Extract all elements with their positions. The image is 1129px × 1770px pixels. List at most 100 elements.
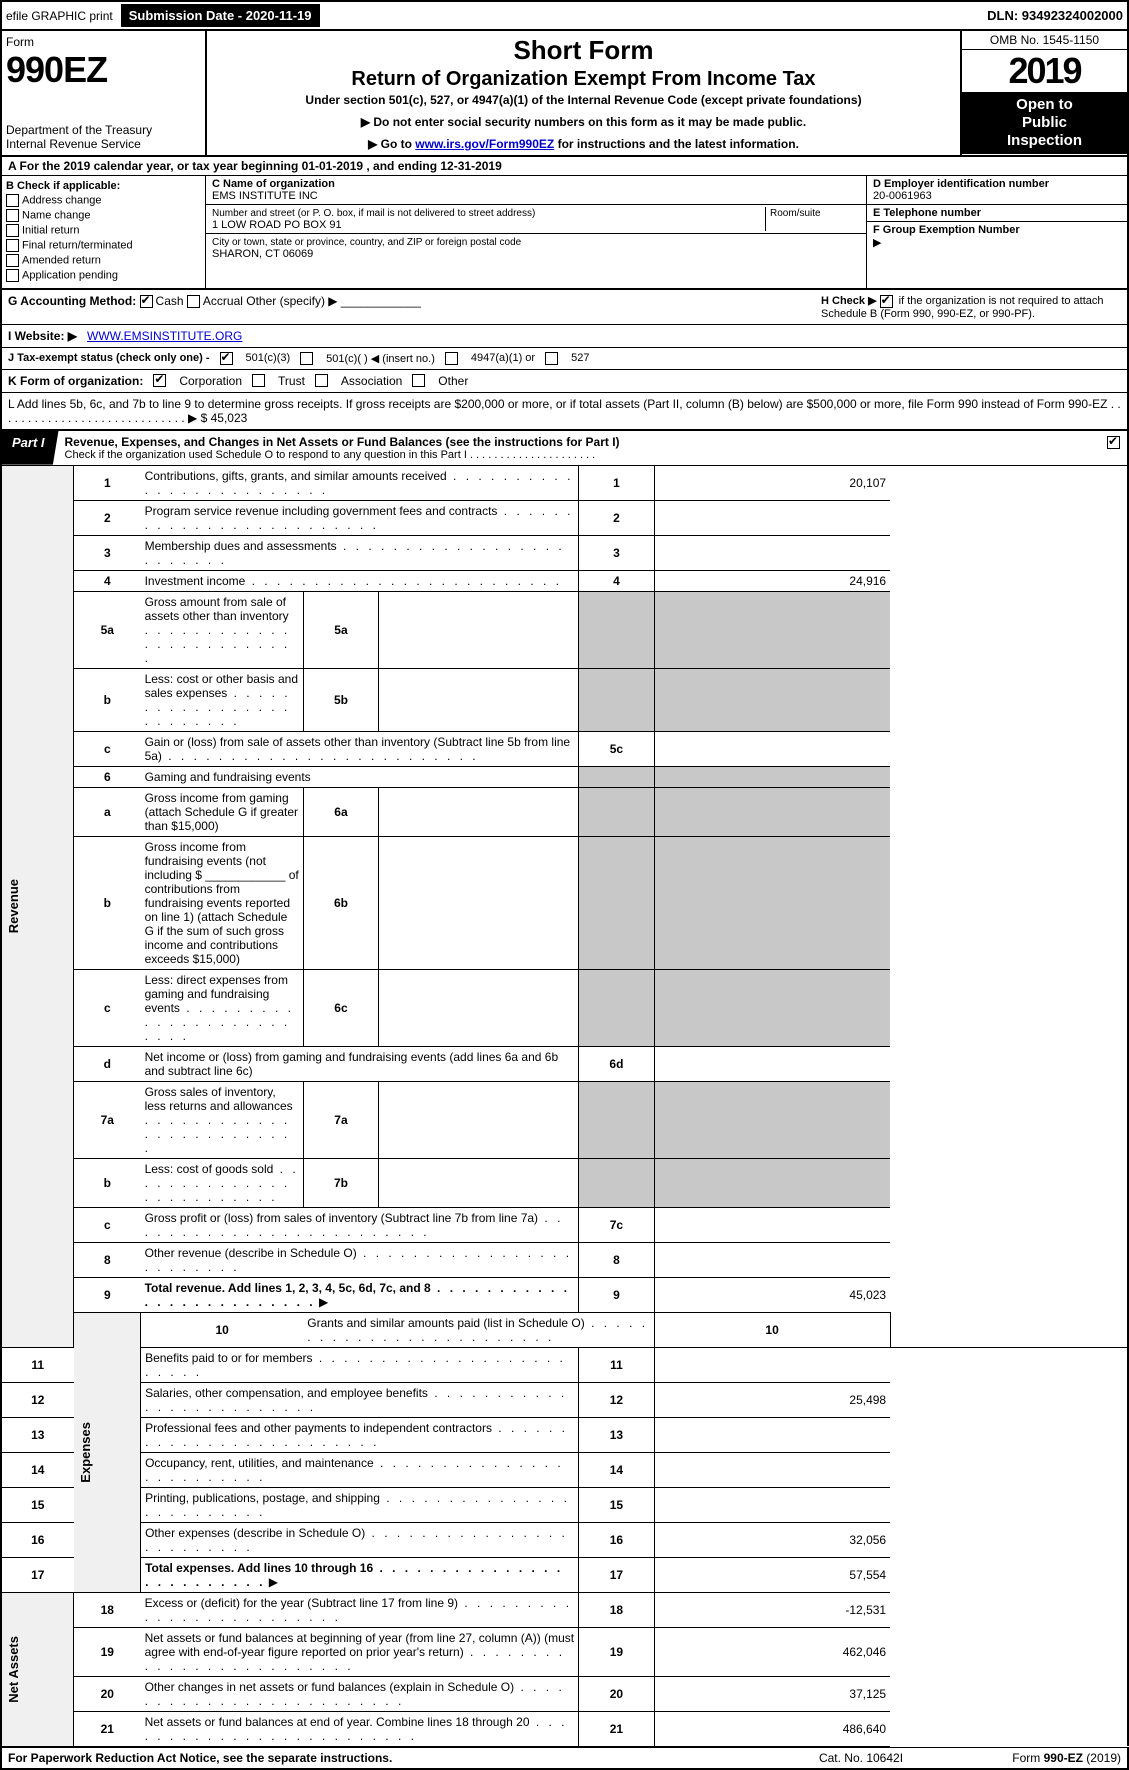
part1-chk bbox=[1103, 431, 1127, 465]
row-1: Revenue 1 Contributions, gifts, grants, … bbox=[1, 466, 1128, 501]
row-j: J Tax-exempt status (check only one) - 5… bbox=[0, 348, 1129, 370]
row-6: 6 Gaming and fundraising events bbox=[1, 766, 1128, 787]
room-label: Room/suite bbox=[770, 208, 821, 219]
chk-501c3[interactable] bbox=[220, 352, 233, 365]
netassets-label: Net Assets bbox=[6, 1636, 21, 1703]
i-label: I Website: ▶ bbox=[8, 329, 77, 343]
row-org-name: C Name of organization EMS INSTITUTE INC bbox=[206, 176, 866, 205]
dln-label: DLN: 93492324002000 bbox=[987, 8, 1123, 23]
f-label: F Group Exemption Number bbox=[873, 224, 1121, 236]
line-a: A For the 2019 calendar year, or tax yea… bbox=[0, 157, 1129, 176]
e-label: E Telephone number bbox=[873, 207, 1121, 219]
footer-left: For Paperwork Reduction Act Notice, see … bbox=[8, 1751, 781, 1765]
part1-tab: Part I bbox=[2, 431, 59, 465]
tax-year: 2019 bbox=[962, 50, 1127, 92]
row-17: 17 Total expenses. Add lines 10 through … bbox=[1, 1557, 1128, 1592]
omb-number: OMB No. 1545-1150 bbox=[962, 31, 1127, 50]
note-ssn: ▶ Do not enter social security numbers o… bbox=[213, 115, 954, 129]
row-21: 21 Net assets or fund balances at end of… bbox=[1, 1711, 1128, 1746]
row-6c: c Less: direct expenses from gaming and … bbox=[1, 969, 1128, 1046]
chk-cash[interactable] bbox=[140, 295, 153, 308]
row-15: 15 Printing, publications, postage, and … bbox=[1, 1487, 1128, 1522]
form-word: Form bbox=[6, 35, 201, 49]
header-left: Form 990EZ Department of the Treasury In… bbox=[2, 31, 207, 155]
row-7b: b Less: cost of goods sold 7b bbox=[1, 1158, 1128, 1207]
shaded bbox=[654, 591, 890, 668]
g-block: G Accounting Method: Cash Accrual Other … bbox=[8, 294, 811, 320]
b-label: B Check if applicable: bbox=[6, 180, 120, 192]
irs-link[interactable]: www.irs.gov/Form990EZ bbox=[415, 137, 554, 151]
row-i: I Website: ▶ WWW.EMSINSTITUTE.ORG bbox=[0, 325, 1129, 348]
insp2: Public bbox=[1022, 114, 1067, 131]
row-2: 2 Program service revenue including gove… bbox=[1, 500, 1128, 535]
chk-schedule-o[interactable] bbox=[1107, 436, 1120, 449]
chk-initial[interactable]: Initial return bbox=[6, 224, 201, 237]
k-label: K Form of organization: bbox=[8, 374, 143, 388]
row-20: 20 Other changes in net assets or fund b… bbox=[1, 1676, 1128, 1711]
row-18: Net Assets 18 Excess or (deficit) for th… bbox=[1, 1592, 1128, 1627]
chk-h[interactable] bbox=[880, 295, 893, 308]
row-16: 16 Other expenses (describe in Schedule … bbox=[1, 1522, 1128, 1557]
row-4: 4 Investment income 4 24,916 bbox=[1, 570, 1128, 591]
l-text: L Add lines 5b, 6c, and 7b to line 9 to … bbox=[8, 397, 1121, 425]
header-right: OMB No. 1545-1150 2019 Open to Public In… bbox=[960, 31, 1127, 155]
row-6d: d Net income or (loss) from gaming and f… bbox=[1, 1046, 1128, 1081]
form-number: 990EZ bbox=[6, 49, 201, 91]
chk-accrual[interactable] bbox=[187, 295, 200, 308]
footer-right: Form 990-EZ (2019) bbox=[941, 1751, 1121, 1765]
part1-header: Part I Revenue, Expenses, and Changes in… bbox=[0, 431, 1129, 466]
row-8: 8 Other revenue (describe in Schedule O)… bbox=[1, 1242, 1128, 1277]
note2-post: for instructions and the latest informat… bbox=[558, 137, 799, 151]
submission-date-btn[interactable]: Submission Date - 2020-11-19 bbox=[121, 4, 320, 27]
dept-label: Department of the Treasury bbox=[6, 123, 201, 137]
chk-name[interactable]: Name change bbox=[6, 209, 201, 222]
h-label: H Check ▶ bbox=[821, 295, 877, 307]
city-val: SHARON, CT 06069 bbox=[212, 248, 313, 260]
col-d: D Employer identification number 20-0061… bbox=[866, 176, 1127, 288]
row-13: 13 Professional fees and other payments … bbox=[1, 1417, 1128, 1452]
c-val: EMS INSTITUTE INC bbox=[212, 190, 318, 202]
inspection-block: Open to Public Inspection bbox=[962, 92, 1127, 154]
row-12: 12 Salaries, other compensation, and emp… bbox=[1, 1382, 1128, 1417]
c-label: C Name of organization bbox=[212, 178, 335, 190]
row-phone: E Telephone number bbox=[867, 205, 1127, 222]
row-9: 9 Total revenue. Add lines 1, 2, 3, 4, 5… bbox=[1, 1277, 1128, 1312]
row-group-exempt: F Group Exemption Number ▶ bbox=[867, 222, 1127, 251]
col-c: C Name of organization EMS INSTITUTE INC… bbox=[206, 176, 866, 288]
row-city: City or town, state or province, country… bbox=[206, 234, 866, 262]
row-6b: b Gross income from fundraising events (… bbox=[1, 836, 1128, 969]
expenses-label: Expenses bbox=[78, 1422, 93, 1483]
chk-527[interactable] bbox=[545, 352, 558, 365]
row-5c: c Gain or (loss) from sale of assets oth… bbox=[1, 731, 1128, 766]
revenue-label: Revenue bbox=[6, 879, 21, 933]
note-goto: ▶ Go to www.irs.gov/Form990EZ for instru… bbox=[213, 137, 954, 151]
row-7c: c Gross profit or (loss) from sales of i… bbox=[1, 1207, 1128, 1242]
chk-501c[interactable] bbox=[300, 352, 313, 365]
street-val: 1 LOW ROAD PO BOX 91 bbox=[212, 219, 342, 231]
irs-label: Internal Revenue Service bbox=[6, 137, 201, 151]
page-footer: For Paperwork Reduction Act Notice, see … bbox=[0, 1747, 1129, 1770]
row-14: 14 Occupancy, rent, utilities, and maint… bbox=[1, 1452, 1128, 1487]
chk-other[interactable] bbox=[412, 374, 425, 387]
website-link[interactable]: WWW.EMSINSTITUTE.ORG bbox=[87, 329, 242, 343]
chk-pending[interactable]: Application pending bbox=[6, 269, 201, 282]
chk-assoc[interactable] bbox=[315, 374, 328, 387]
chk-corp[interactable] bbox=[153, 374, 166, 387]
row-5b: b Less: cost or other basis and sales ex… bbox=[1, 668, 1128, 731]
chk-amended[interactable]: Amended return bbox=[6, 254, 201, 267]
note2-pre: ▶ Go to bbox=[368, 137, 415, 151]
city-label: City or town, state or province, country… bbox=[212, 237, 521, 248]
street-label: Number and street (or P. O. box, if mail… bbox=[212, 208, 535, 219]
chk-address[interactable]: Address change bbox=[6, 194, 201, 207]
row-street: Number and street (or P. O. box, if mail… bbox=[206, 205, 866, 234]
row-5a: 5a Gross amount from sale of assets othe… bbox=[1, 591, 1128, 668]
title-return: Return of Organization Exempt From Incom… bbox=[213, 68, 954, 91]
chk-trust[interactable] bbox=[252, 374, 265, 387]
part1-title: Revenue, Expenses, and Changes in Net As… bbox=[59, 431, 1103, 465]
row-l: L Add lines 5b, 6c, and 7b to line 9 to … bbox=[0, 393, 1129, 431]
lines-table: Revenue 1 Contributions, gifts, grants, … bbox=[0, 466, 1129, 1747]
chk-final[interactable]: Final return/terminated bbox=[6, 239, 201, 252]
chk-4947[interactable] bbox=[445, 352, 458, 365]
d-label: D Employer identification number bbox=[873, 178, 1121, 190]
footer-center: Cat. No. 10642I bbox=[781, 1751, 941, 1765]
